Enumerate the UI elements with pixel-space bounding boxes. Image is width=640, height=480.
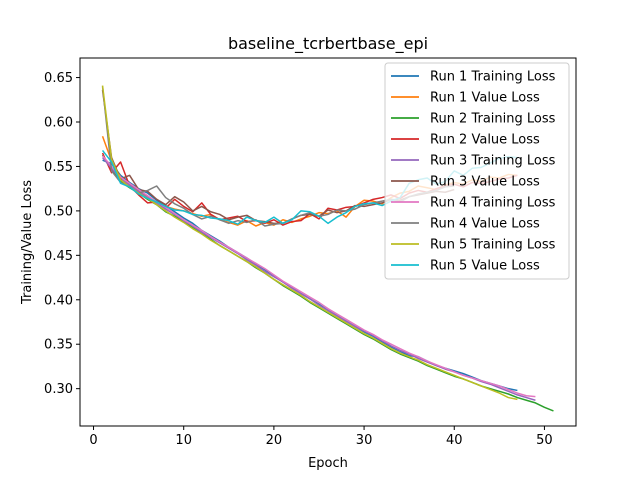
x-tick-label: 20 bbox=[266, 433, 283, 448]
y-tick-label: 0.40 bbox=[44, 293, 73, 308]
x-tick-label: 50 bbox=[536, 433, 553, 448]
y-tick-label: 0.55 bbox=[44, 160, 73, 175]
series-line-9 bbox=[101, 85, 518, 401]
y-tick-label: 0.30 bbox=[44, 382, 73, 397]
y-tick-label: 0.65 bbox=[44, 71, 73, 86]
x-axis-label: Epoch bbox=[308, 456, 348, 471]
plot-frame bbox=[79, 57, 577, 427]
chart-title: baseline_tcrbertbase_epi bbox=[228, 34, 428, 54]
legend-label: Run 5 Training Loss bbox=[430, 238, 556, 253]
legend-label: Run 1 Training Loss bbox=[430, 70, 556, 85]
legend-label: Run 4 Training Loss bbox=[430, 196, 556, 211]
legend-label: Run 4 Value Loss bbox=[430, 217, 540, 232]
x-axis: 0 10 20 30 40 50 bbox=[89, 426, 553, 448]
x-tick-label: 0 bbox=[89, 433, 97, 448]
legend-label: Run 3 Value Loss bbox=[430, 175, 540, 190]
legend-label: Run 2 Value Loss bbox=[430, 133, 540, 148]
x-tick-label: 30 bbox=[356, 433, 373, 448]
legend-label: Run 1 Value Loss bbox=[430, 91, 540, 106]
y-tick-label: 0.50 bbox=[44, 204, 73, 219]
y-tick-label: 0.45 bbox=[44, 249, 73, 264]
y-axis: 0.30 0.35 0.40 0.45 0.50 0.55 0.60 0.65 bbox=[44, 71, 80, 397]
legend: Run 1 Training Loss Run 1 Value Loss Run 2… bbox=[384, 62, 570, 280]
y-tick-label: 0.60 bbox=[44, 116, 73, 131]
x-tick-label: 10 bbox=[175, 433, 192, 448]
legend-label: Run 5 Value Loss bbox=[430, 259, 540, 274]
series-line-7 bbox=[101, 155, 536, 398]
legend-label: Run 3 Training Loss bbox=[430, 154, 556, 169]
y-axis-label: Training/Value Loss bbox=[20, 180, 35, 305]
legend-label: Run 2 Training Loss bbox=[430, 112, 556, 127]
legend-box bbox=[384, 62, 570, 280]
y-tick-label: 0.35 bbox=[44, 338, 73, 353]
x-tick-label: 40 bbox=[446, 433, 463, 448]
